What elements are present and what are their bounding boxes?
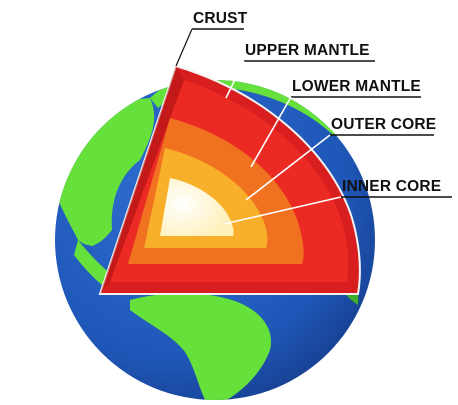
layer-inner-core xyxy=(160,178,234,236)
cut-face-shade xyxy=(100,66,184,294)
label-crust-group: CRUST xyxy=(175,10,248,67)
leader-crust xyxy=(175,28,193,67)
label-inner-core-group: INNER CORE xyxy=(223,178,452,225)
leader-upper-mantle xyxy=(225,60,245,99)
label-lower-mantle-group: LOWER MANTLE xyxy=(250,78,421,168)
label-crust: CRUST xyxy=(193,10,248,27)
label-outer-core: OUTER CORE xyxy=(331,116,436,133)
island xyxy=(86,226,98,246)
leader-inner-core xyxy=(223,196,342,225)
label-upper-mantle: UPPER MANTLE xyxy=(245,42,370,59)
label-outer-core-group: OUTER CORE xyxy=(245,116,436,201)
label-inner-core: INNER CORE xyxy=(342,178,441,195)
leader-lower-mantle xyxy=(250,96,292,168)
leader-outer-core xyxy=(245,134,331,201)
ice-patch xyxy=(96,92,132,103)
continent-south-america xyxy=(130,293,272,400)
cutaway-wedge xyxy=(98,64,361,295)
label-upper-mantle-group: UPPER MANTLE xyxy=(225,42,375,99)
label-lower-mantle: LOWER MANTLE xyxy=(292,78,421,95)
